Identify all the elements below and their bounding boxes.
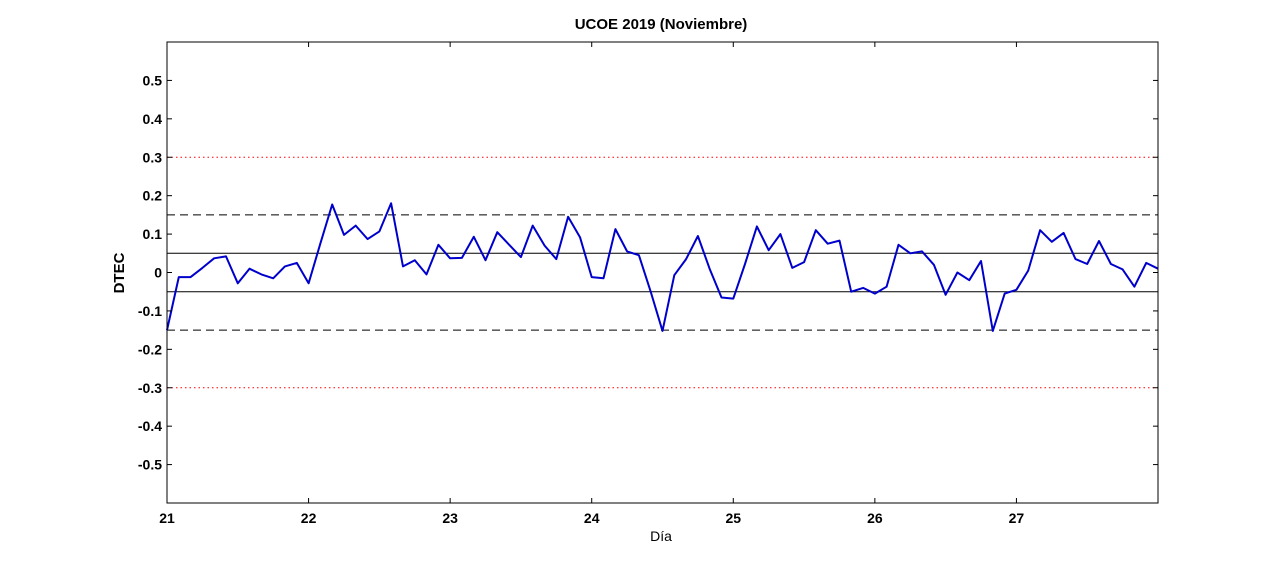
- y-tick-label-4: -0.1: [138, 303, 162, 319]
- x-tick-label-3: 24: [584, 510, 600, 526]
- y-tick-label-0: -0.5: [138, 457, 162, 473]
- y-tick-label-9: 0.4: [143, 111, 163, 127]
- y-tick-label-8: 0.3: [143, 149, 163, 165]
- x-tick-label-2: 23: [442, 510, 458, 526]
- x-tick-label-0: 21: [159, 510, 175, 526]
- chart-title: UCOE 2019 (Noviembre): [575, 16, 748, 33]
- y-tick-label-1: -0.4: [138, 418, 162, 434]
- y-tick-label-6: 0.1: [143, 226, 163, 242]
- x-tick-label-5: 26: [867, 510, 883, 526]
- y-axis: -0.5 -0.4 -0.3 -0.2 -0.1 0 0.1 0.2 0.3 0.4 0.5: [138, 72, 1158, 473]
- y-tick-label-10: 0.5: [143, 72, 163, 88]
- y-tick-label-3: -0.2: [138, 341, 162, 357]
- x-tick-label-1: 22: [301, 510, 317, 526]
- series-line-0: [166, 202, 1159, 332]
- y-tick-label-2: -0.3: [138, 380, 162, 396]
- x-tick-label-4: 25: [725, 510, 741, 526]
- x-axis-label: Día: [650, 528, 672, 544]
- y-tick-label-7: 0.2: [143, 188, 163, 204]
- x-tick-label-6: 27: [1009, 510, 1025, 526]
- x-axis: 21 22 23 24 25 26 27: [159, 42, 1024, 526]
- y-tick-label-5: 0: [154, 265, 162, 281]
- series-layer: [166, 202, 1159, 332]
- y-axis-label: DTEC: [111, 252, 128, 293]
